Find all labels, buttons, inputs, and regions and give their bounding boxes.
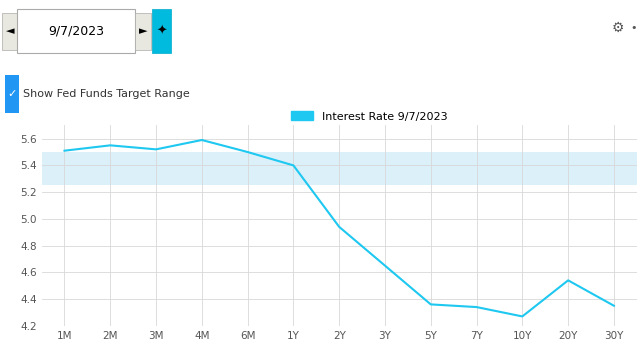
Text: ►: ► xyxy=(139,26,147,36)
Text: ✦: ✦ xyxy=(156,25,166,38)
Text: 9/7/2023: 9/7/2023 xyxy=(48,25,104,38)
FancyBboxPatch shape xyxy=(2,13,18,50)
FancyBboxPatch shape xyxy=(135,13,151,50)
Text: ◄: ◄ xyxy=(6,26,14,36)
Text: •: • xyxy=(630,23,637,33)
FancyBboxPatch shape xyxy=(5,75,19,113)
FancyBboxPatch shape xyxy=(152,9,171,53)
Legend: Interest Rate 9/7/2023: Interest Rate 9/7/2023 xyxy=(286,107,452,126)
Bar xyxy=(42,152,637,185)
FancyBboxPatch shape xyxy=(17,9,135,53)
Text: ⚙: ⚙ xyxy=(611,21,624,35)
Text: ✓: ✓ xyxy=(7,89,17,99)
Text: Show Fed Funds Target Range: Show Fed Funds Target Range xyxy=(23,89,190,99)
